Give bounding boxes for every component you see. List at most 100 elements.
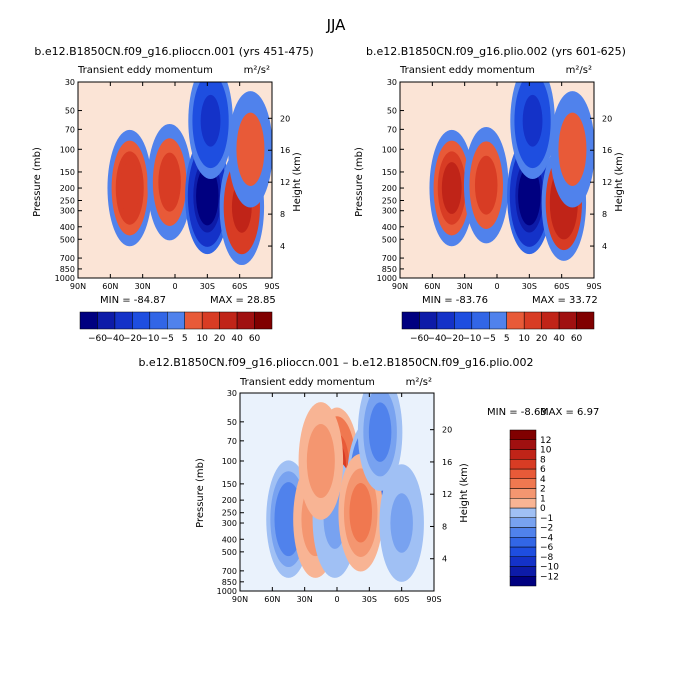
x-tick-label: 30N — [297, 595, 313, 604]
colorbar-label: −2 — [540, 524, 553, 534]
contour-level — [200, 94, 221, 147]
panel-2-plot: 90N 60N 30N 0 30S 60S 90S 30 50 70 100 150 200 250300… — [377, 78, 613, 291]
colorbar-label: −10 — [462, 334, 481, 344]
colorbar-label: 40 — [553, 334, 565, 344]
colorbar-box — [509, 468, 537, 479]
y-tick-label: 400 — [222, 535, 237, 544]
contour-field — [78, 82, 272, 278]
y-tick-label: 200 — [382, 184, 397, 193]
colorbar-label: 2 — [540, 485, 546, 495]
colorbar-box — [541, 311, 560, 330]
y-tick-label: 700 — [60, 254, 75, 263]
panel-1-colorbar: −60−40−20−10 −5 5 10 20 40 60 — [79, 311, 273, 344]
height-tick-label: 20 — [442, 426, 452, 435]
y-tick-label: 500 — [222, 548, 237, 557]
panel-2-title: Transient eddy momentum — [399, 65, 535, 76]
colorbar-box — [523, 311, 542, 330]
colorbar-label: −60 — [88, 334, 107, 344]
y-tick-label: 700 — [222, 567, 237, 576]
x-tick-label: 0 — [172, 282, 177, 291]
height-tick-label: 8 — [280, 210, 285, 219]
colorbar-label: −5 — [161, 334, 174, 344]
height-tick-label: 8 — [602, 210, 607, 219]
x-tick-label: 60S — [394, 595, 409, 604]
panel-1-max-label: MAX = 28.85 — [210, 295, 276, 306]
y-tick-label: 850 — [60, 265, 75, 274]
colorbar-box — [167, 311, 185, 330]
y-tick-label: 500 — [382, 235, 397, 244]
y-tick-label: 250 — [60, 197, 75, 206]
y-tick-label: 250 — [222, 509, 237, 518]
colorbar-label: 20 — [214, 334, 226, 344]
colorbar-label: −1 — [540, 514, 553, 524]
panel-1-title: Transient eddy momentum — [77, 65, 213, 76]
colorbar-label: −4 — [540, 533, 554, 543]
colorbar-box — [509, 488, 537, 499]
colorbar-label: −60 — [410, 334, 429, 344]
x-tick-label: 90S — [586, 282, 601, 291]
panel-3-ylabel-right: Height (km) — [459, 463, 470, 523]
y-tick-label: 850 — [382, 265, 397, 274]
colorbar-label: 10 — [540, 446, 552, 456]
colorbar-box — [132, 311, 151, 330]
x-tick-label: 30N — [457, 282, 473, 291]
y-tick-label: 100 — [382, 145, 397, 154]
y-tick-label: 70 — [387, 125, 397, 134]
colorbar-label: 20 — [536, 334, 548, 344]
colorbar-box — [489, 311, 507, 330]
colorbar-box — [509, 527, 537, 538]
height-tick-label: 16 — [442, 458, 452, 467]
colorbar-label: 8 — [540, 455, 546, 465]
y-tick-label: 1000 — [377, 274, 397, 283]
panel-2-min-label: MIN = -83.76 — [422, 295, 488, 306]
panel-2: b.e12.B1850CN.f09_g16.plio.002 (yrs 601-… — [354, 45, 626, 344]
x-tick-label: 90S — [264, 282, 279, 291]
y-tick-label: 100 — [222, 457, 237, 466]
colorbar-box — [509, 459, 537, 470]
height-tick-label: 4 — [442, 555, 447, 564]
panel-2-ylabel-right: Height (km) — [614, 152, 625, 212]
colorbar-label: −10 — [540, 563, 559, 573]
panel-1-min-label: MIN = -84.87 — [100, 295, 166, 306]
contour-level — [474, 155, 498, 215]
panel-3-title: Transient eddy momentum — [239, 377, 375, 388]
y-tick-label: 70 — [227, 437, 237, 446]
colorbar-box — [509, 439, 537, 450]
y-tick-label: 850 — [222, 578, 237, 587]
y-tick-label: 250 — [382, 197, 397, 206]
panel-2-ylabel: Pressure (mb) — [354, 147, 365, 217]
colorbar-label: −20 — [123, 334, 142, 344]
contour-level — [306, 423, 335, 499]
colorbar-label: 4 — [540, 475, 546, 485]
panel-2-units: m²/s² — [566, 65, 592, 76]
contour-level — [441, 162, 462, 214]
colorbar-label: −10 — [140, 334, 159, 344]
colorbar-box — [254, 311, 273, 330]
colorbar-box — [509, 449, 537, 460]
x-tick-label: 30S — [522, 282, 537, 291]
colorbar-label: 60 — [571, 334, 583, 344]
panel-3-plot: 90N 60N 30N 0 30S 60S 90S 30 50 70 100 150 200 250300… — [217, 389, 453, 604]
colorbar-label: 10 — [518, 334, 530, 344]
y-tick-label: 500 — [60, 235, 75, 244]
colorbar-label: 5 — [504, 334, 510, 344]
contour-level — [119, 162, 140, 214]
contour-level — [522, 94, 543, 147]
colorbar-box — [509, 556, 537, 567]
colorbar-label: −12 — [540, 572, 559, 582]
x-tick-label: 60N — [264, 595, 280, 604]
x-tick-label: 0 — [334, 595, 339, 604]
contour-field — [240, 393, 434, 591]
colorbar-label: −40 — [105, 334, 124, 344]
panel-1: b.e12.B1850CN.f09_g16.plioccn.001 (yrs 4… — [32, 45, 314, 344]
x-tick-label: 30S — [200, 282, 215, 291]
contour-level — [390, 493, 413, 553]
panel-2-subtitle: b.e12.B1850CN.f09_g16.plio.002 (yrs 601-… — [366, 45, 626, 58]
x-tick-label: 90N — [232, 595, 248, 604]
height-tick-label: 16 — [602, 146, 612, 155]
panel-3-max-label: MAX = 6.97 — [540, 407, 599, 418]
colorbar-label: 10 — [196, 334, 208, 344]
y-tick-label: 100 — [60, 145, 75, 154]
contour-level — [368, 402, 392, 462]
